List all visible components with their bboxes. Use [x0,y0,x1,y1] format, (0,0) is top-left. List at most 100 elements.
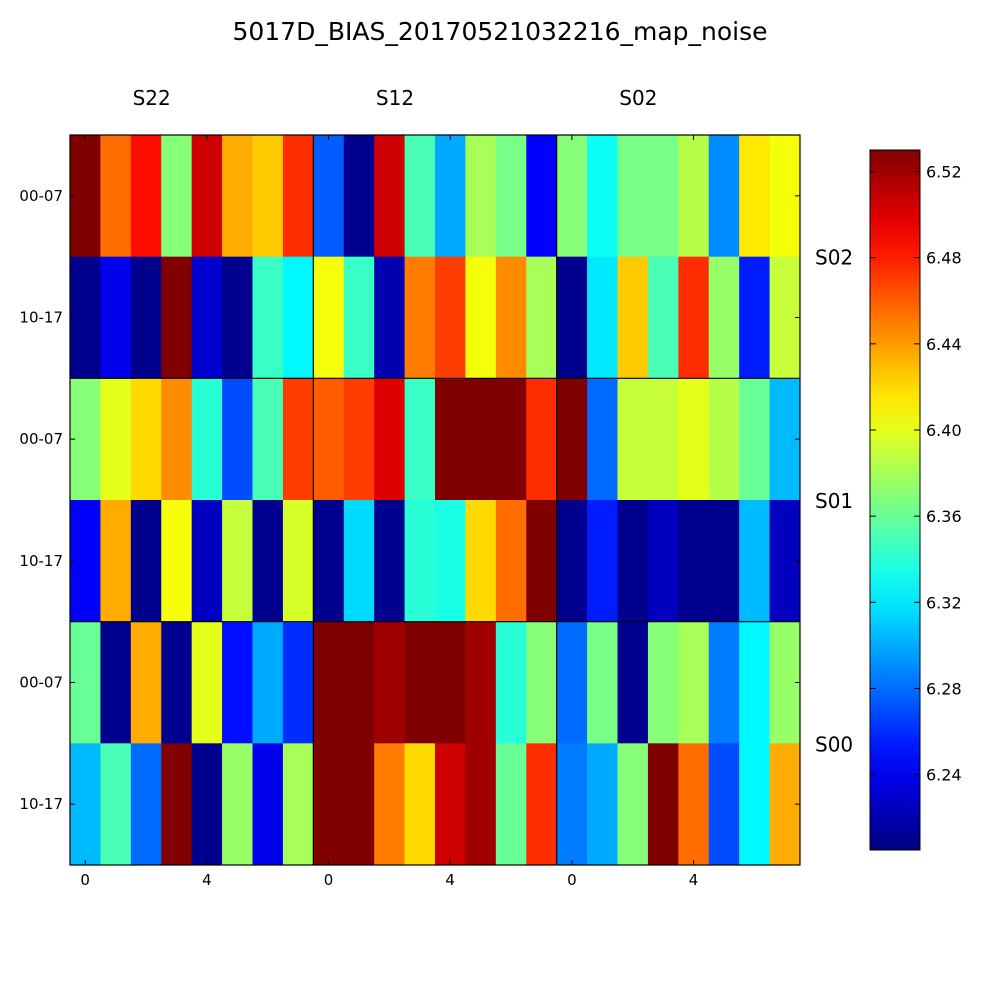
colorbar-tick-label: 6.44 [926,335,962,354]
heatmap-cell [313,743,345,866]
heatmap-cell [100,621,132,744]
x-tick-label: 4 [445,871,455,889]
heatmap-cell [343,256,375,379]
heatmap-cell [495,378,527,501]
heatmap-cell [282,256,314,379]
heatmap-cell [739,256,771,379]
heatmap-cell [161,378,193,501]
heatmap-cell [161,621,193,744]
heatmap-cell [587,621,618,744]
heatmap-cell [556,378,588,501]
heatmap-cell [526,621,558,744]
heatmap-cell [404,378,436,501]
heatmap-cell [526,135,558,258]
heatmap-cell [343,743,375,866]
row-tick-label: 10-17 [19,309,63,327]
heatmap-cell [282,743,314,866]
row-tick-label: 10-17 [19,552,63,570]
heatmap-cell [191,621,223,744]
heatmap-cell [587,135,618,258]
heatmap-cell [435,378,466,501]
heatmap-cell [374,500,406,623]
heatmap-cell [100,135,132,258]
heatmap-cell [100,378,132,501]
heatmap-cell [191,256,223,379]
row-group-labels: S02 S01 S00 [815,246,853,757]
heatmap-cell [587,256,618,379]
heatmap-cell [70,500,101,623]
heatmap-cell [495,743,527,866]
heatmap-cell [404,621,436,744]
heatmap-cell [130,378,162,501]
heatmap-cell [526,500,558,623]
heatmap-cell [435,500,466,623]
row-tick-label: 00-07 [19,674,63,692]
column-group-label: S02 [619,86,657,110]
heatmap-cell [191,743,223,866]
heatmap-cell [647,743,679,866]
heatmap-cell [526,378,558,501]
heatmap-cell [495,621,527,744]
heatmap-cell [647,500,679,623]
group-dividers [69,134,801,866]
heatmap-cell [404,256,436,379]
heatmap-cell [130,743,162,866]
heatmap-cell [678,621,710,744]
heatmap-cell [556,500,588,623]
heatmap-cell [708,743,740,866]
heatmap-cell [374,621,406,744]
heatmap-cell [435,256,466,379]
heatmap-cell [739,621,771,744]
heatmap-cell [343,500,375,623]
heatmap-cell [252,500,284,623]
heatmap-cell [222,621,253,744]
heatmap-cell [708,378,740,501]
heatmap-cell [617,256,649,379]
heatmap-cell [343,378,375,501]
row-tick-label: 00-07 [19,430,63,448]
heatmap-cell [556,256,588,379]
heatmap-cell [587,500,618,623]
heatmap-cell [556,135,588,258]
row-tick-label: 00-07 [19,187,63,205]
heatmap-cell [161,135,193,258]
heatmap-cell [374,135,406,258]
heatmap-cell [465,621,497,744]
colorbar-tick-label: 6.28 [926,679,962,698]
row-tick-label: 10-17 [19,795,63,813]
heatmap-cell [556,743,588,866]
x-tick-label: 0 [80,871,90,889]
heatmap-cell [70,743,101,866]
x-tick-labels: 0 4 0 4 0 4 [80,135,698,889]
heatmap-cell [617,743,649,866]
heatmap-cell [495,135,527,258]
heatmap-cell [465,500,497,623]
heatmap-cell [739,743,771,866]
heatmap-cell [435,135,466,258]
x-tick-label: 4 [689,871,699,889]
heatmap-cell [343,621,375,744]
heatmap-cell [313,621,345,744]
heatmap-cell [678,500,710,623]
heatmap-cell [161,500,193,623]
heatmap-cell [526,256,558,379]
heatmap-cell [313,256,345,379]
heatmap-cell [678,743,710,866]
heatmap-cell [647,135,679,258]
heatmap-cell [252,256,284,379]
column-group-label: S12 [376,86,414,110]
heatmap-cell [222,135,253,258]
heatmap-cell [465,378,497,501]
heatmap-cell [282,135,314,258]
colorbar: 6.24 6.28 6.32 6.36 6.40 6.44 6.48 6.52 [869,149,962,851]
heatmap-cell [647,256,679,379]
colorbar-gradient [869,149,921,851]
chart-title: 5017D_BIAS_20170521032216_map_noise [232,17,767,46]
heatmap-cell [495,256,527,379]
heatmap-cell [708,256,740,379]
heatmap-cell [465,256,497,379]
colorbar-tick-label: 6.24 [926,766,962,785]
heatmap-cell [678,256,710,379]
colorbar-tick-label: 6.36 [926,507,962,526]
